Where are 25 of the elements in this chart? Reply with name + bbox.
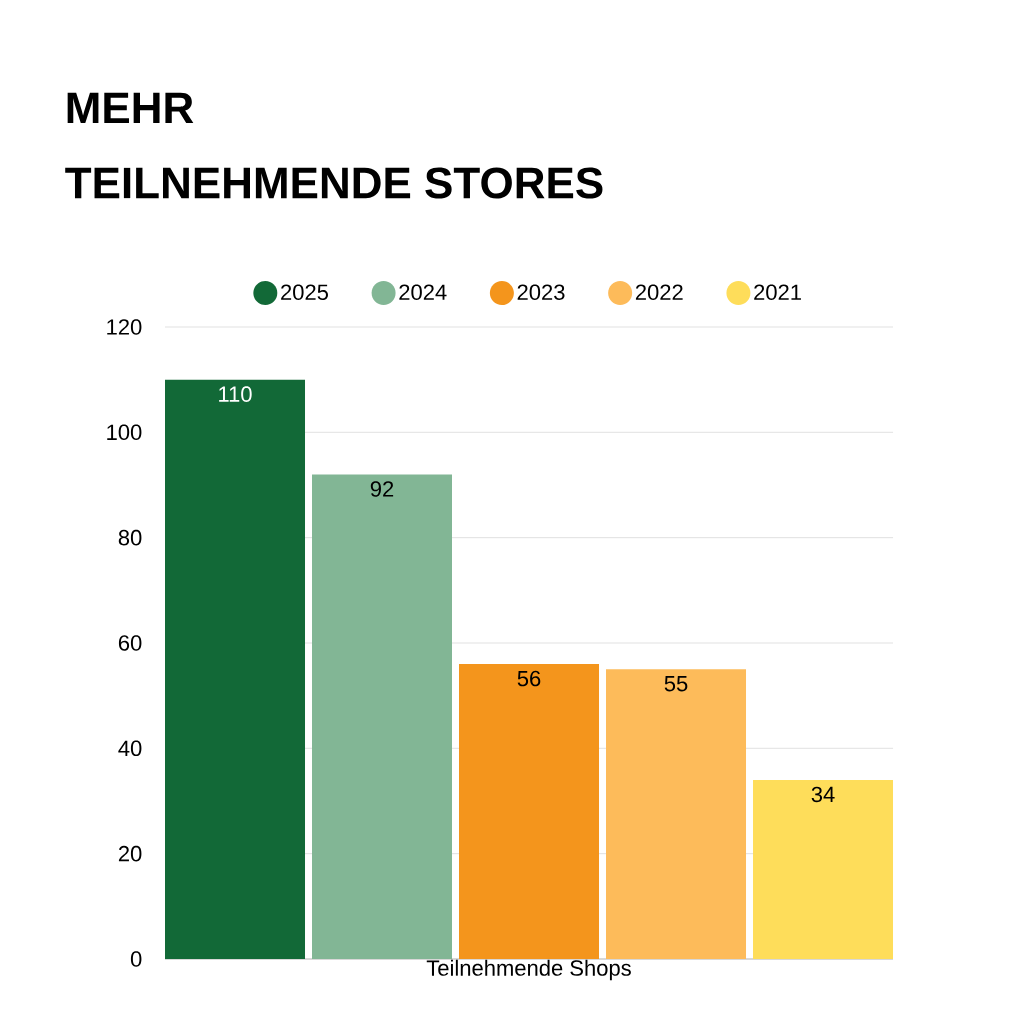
bar	[753, 779, 894, 959]
legend-label: 2021	[754, 284, 801, 300]
y-tick-label: 0	[130, 951, 142, 967]
y-tick-label: 100	[107, 424, 142, 441]
bar	[312, 474, 453, 959]
data-label: 34	[811, 786, 835, 803]
x-tick-label: Teilnehmende Shops	[426, 959, 631, 981]
bar	[165, 379, 306, 959]
y-tick-label: 20	[118, 845, 142, 862]
data-label: 55	[664, 676, 688, 692]
legend-label: 2025	[281, 284, 328, 300]
data-label: 92	[370, 481, 394, 497]
legend-label: 2022	[635, 284, 683, 300]
y-tick-label: 120	[107, 319, 142, 335]
y-tick-label: 40	[118, 740, 142, 757]
legend-label: 2024	[399, 284, 447, 300]
legend-label: 2023	[517, 284, 565, 300]
chart-subtitle: TEILNEHMENDE STORES	[65, 167, 603, 199]
chart-title: MEHR	[67, 92, 194, 124]
data-label: 110	[219, 386, 252, 402]
data-label: 56	[517, 670, 541, 687]
bar	[459, 664, 600, 959]
y-tick-label: 60	[118, 635, 142, 651]
y-tick-label: 80	[118, 529, 142, 546]
bar	[606, 669, 747, 959]
